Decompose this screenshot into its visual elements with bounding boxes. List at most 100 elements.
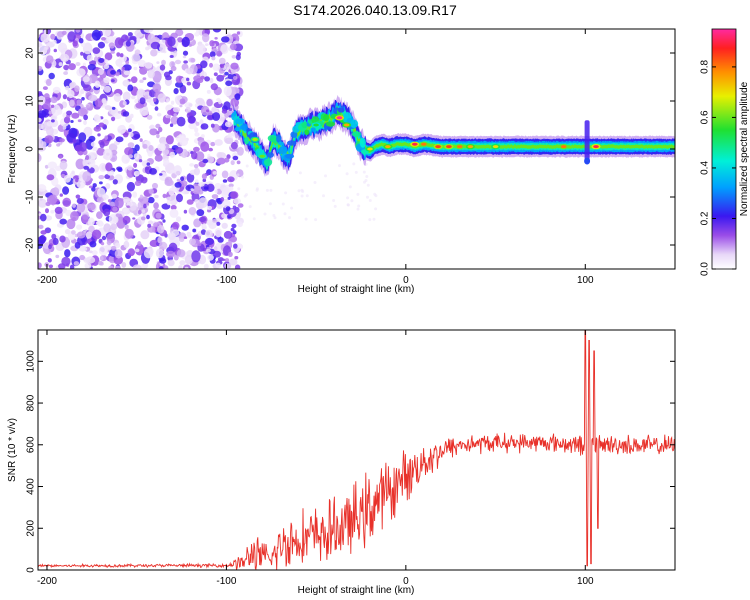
- noise-blob: [161, 59, 166, 66]
- noise-blob: [227, 240, 233, 247]
- spectrogram-y-ticks: -20 -10 0 10 20: [25, 47, 675, 252]
- noise-blob: [228, 132, 232, 137]
- noise-blob: [206, 219, 214, 226]
- noise-blob: [196, 43, 206, 55]
- noise-blob: [224, 63, 231, 71]
- signal-blob: [301, 121, 308, 129]
- noise-blob: [55, 254, 60, 259]
- noise-blob: [190, 57, 196, 63]
- noise-blob: [146, 114, 153, 120]
- noise-blob: [101, 235, 107, 241]
- noise-blob: [197, 242, 202, 246]
- noise-blob: [163, 158, 170, 166]
- noise-blob: [218, 57, 226, 65]
- noise-blob: [92, 47, 101, 54]
- noise-blob: [162, 193, 167, 199]
- noise-blob: [233, 243, 238, 249]
- noise-blob: [186, 77, 190, 82]
- noise-blob: [165, 135, 174, 145]
- noise-blob: [183, 60, 188, 64]
- noise-blob: [131, 53, 141, 62]
- noise-blob: [114, 37, 124, 49]
- noise-blob: [86, 54, 93, 62]
- noise-blob: [184, 266, 189, 269]
- noise-blob: [195, 151, 205, 162]
- noise-blob: [103, 63, 110, 70]
- noise-blob: [61, 30, 67, 35]
- noise-blob: [290, 206, 294, 210]
- signal-blob: [304, 129, 310, 135]
- peak-core: [259, 154, 266, 158]
- noise-blob: [240, 175, 244, 179]
- noise-blob: [133, 134, 141, 139]
- noise-blob: [181, 36, 190, 48]
- noise-blob: [346, 196, 350, 200]
- peak-core: [313, 123, 319, 127]
- noise-blob: [82, 171, 92, 182]
- noise-blob: [45, 201, 51, 207]
- noise-blob: [174, 59, 182, 65]
- noise-blob: [76, 231, 86, 239]
- noise-blob: [105, 162, 113, 172]
- noise-blob: [73, 261, 80, 266]
- noise-blob: [188, 207, 197, 215]
- noise-blob: [72, 40, 78, 47]
- noise-blob: [117, 167, 123, 172]
- noise-blob: [214, 189, 218, 194]
- peak-core: [446, 145, 452, 149]
- noise-blob: [155, 212, 162, 219]
- noise-blob: [108, 265, 114, 269]
- noise-blob: [103, 77, 110, 84]
- signal-blob: [286, 140, 297, 146]
- noise-blob: [138, 89, 146, 96]
- noise-blob: [57, 42, 68, 53]
- signal-blob: [263, 158, 273, 167]
- noise-blob: [130, 113, 134, 119]
- noise-blob: [112, 179, 118, 185]
- signal-blob: [285, 153, 295, 159]
- noise-blob: [100, 85, 105, 90]
- noise-blob: [102, 29, 112, 37]
- noise-blob: [116, 52, 121, 57]
- noise-blob: [223, 85, 232, 97]
- noise-blob: [38, 154, 41, 160]
- noise-blob: [156, 133, 160, 139]
- noise-blob: [221, 170, 229, 179]
- noise-blob: [164, 179, 174, 187]
- noise-blob: [62, 186, 70, 195]
- noise-blob: [142, 110, 149, 116]
- noise-blob: [98, 122, 105, 128]
- noise-blob: [179, 137, 188, 147]
- noise-blob: [203, 186, 209, 190]
- noise-blob: [98, 260, 103, 266]
- noise-blob: [106, 36, 115, 44]
- noise-blob: [74, 85, 80, 92]
- noise-blob: [205, 248, 211, 253]
- noise-blob: [63, 116, 71, 124]
- noise-blob: [149, 124, 155, 129]
- noise-blob: [170, 115, 179, 125]
- noise-blob: [368, 199, 372, 202]
- spectrogram-x-label: Height of straight line (km): [298, 284, 415, 295]
- noise-blob: [113, 93, 122, 102]
- noise-blob: [98, 175, 105, 180]
- noise-blob: [269, 188, 273, 192]
- noise-blob: [127, 165, 133, 171]
- noise-blob: [48, 244, 52, 250]
- noise-blob: [170, 205, 177, 210]
- noise-blob: [45, 208, 49, 214]
- spike-feature: [584, 120, 591, 165]
- noise-blob: [202, 33, 210, 43]
- noise-blob: [193, 167, 200, 176]
- noise-blob: [188, 122, 197, 130]
- noise-blob: [78, 38, 84, 44]
- noise-blob: [118, 198, 124, 202]
- noise-blob: [200, 75, 205, 80]
- noise-blob: [62, 197, 72, 207]
- noise-blob: [80, 51, 84, 56]
- noise-blob: [104, 59, 109, 64]
- snr-panel: -200 -100 0 100 0 200 400 600 800 1000 Height of…: [7, 329, 676, 596]
- noise-blob: [83, 126, 93, 137]
- noise-blob: [300, 194, 304, 198]
- noise-blob: [110, 223, 118, 231]
